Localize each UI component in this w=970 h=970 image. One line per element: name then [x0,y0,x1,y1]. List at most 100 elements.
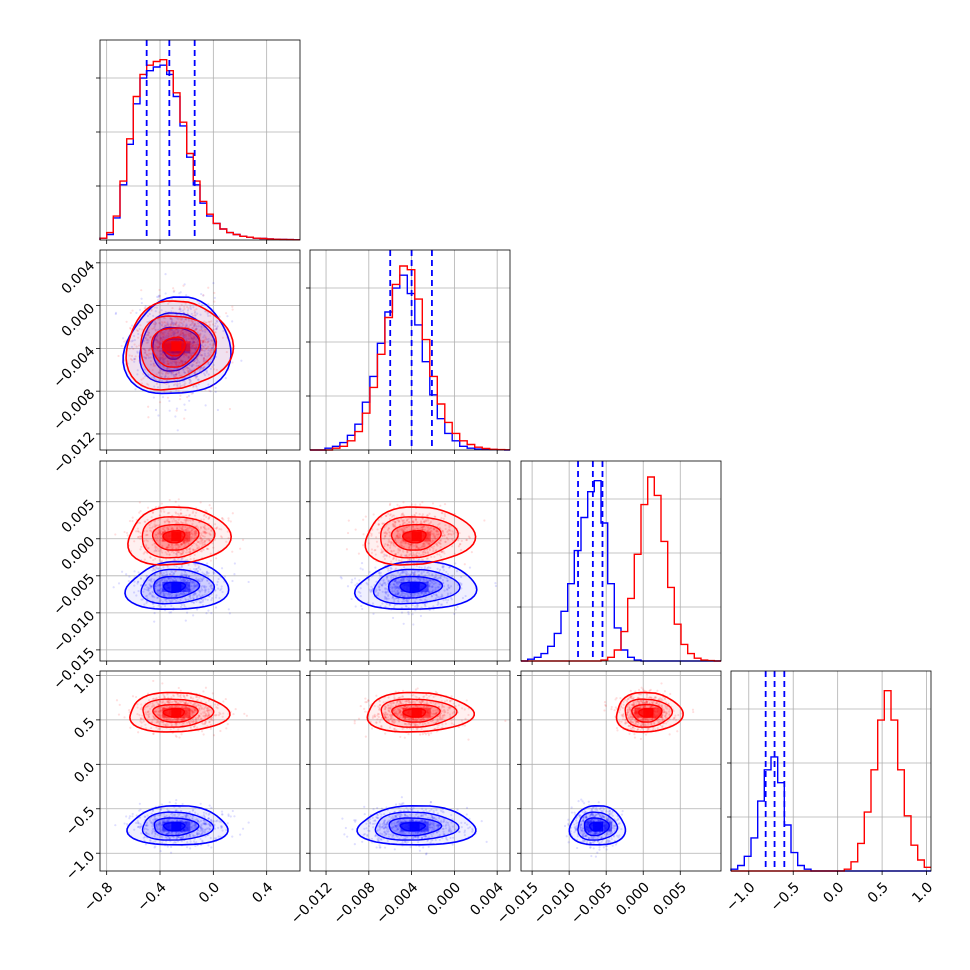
scatter-point [233,815,236,818]
scatter-point [207,575,210,578]
scatter-point [166,573,169,576]
scatter-point [359,567,362,570]
scatter-point [153,385,156,388]
scatter-point [154,549,157,552]
scatter-point [138,359,141,362]
scatter-point [160,342,163,345]
scatter-point [183,353,187,357]
scatter-point [150,309,153,312]
scatter-point [210,507,213,510]
scatter-point [181,557,184,560]
scatter-point [188,594,192,597]
scatter-point [172,368,175,371]
scatter-point [159,571,162,574]
scatter-point [160,323,163,326]
scatter-point [143,588,146,591]
scatter-point [195,327,199,330]
scatter-point [172,551,175,555]
scatter-point [201,594,204,597]
scatter-point [198,589,201,593]
scatter-point [186,396,189,399]
scatter-point [188,338,191,341]
scatter-point [184,570,187,574]
scatter-point [199,549,202,552]
scatter-point [170,317,173,321]
scatter-point [210,584,213,587]
scatter-point [149,359,153,363]
scatter-point [158,401,162,404]
scatter-point [194,348,198,351]
scatter-point [222,329,225,333]
scatter-point [179,291,182,294]
scatter-point [203,334,206,337]
scatter-point [187,367,190,370]
scatter-point [169,333,173,337]
scatter-point [196,570,199,573]
scatter-point [181,329,184,332]
scatter-point [192,360,195,363]
scatter-point [158,589,161,593]
scatter-point [159,584,162,587]
scatter-point [160,349,163,352]
scatter-point [357,552,361,555]
scatter-point [175,552,178,555]
scatter-point [172,322,175,325]
scatter-point [193,359,196,363]
scatter-point [156,338,159,341]
scatter-point [210,612,213,615]
scatter-point [180,574,183,577]
scatter-point [215,327,218,330]
scatter-point [181,522,184,525]
scatter-point [134,388,137,391]
scatter-point [152,605,155,608]
scatter-point [154,546,157,549]
scatter-point [162,566,165,569]
scatter-point [144,843,147,846]
scatter-point [199,580,202,583]
scatter-point [176,372,179,375]
scatter-point [176,331,179,334]
scatter-point [137,580,140,583]
scatter-point [354,528,357,531]
scatter-point [192,557,196,560]
scatter-point [190,392,193,395]
scatter-point [419,614,423,618]
scatter-point [191,548,195,551]
scatter-point [184,521,187,524]
scatter-point [201,339,205,342]
scatter-point [169,361,172,364]
scatter-point [199,601,202,604]
scatter-point [168,599,172,603]
scatter-point [208,503,211,507]
scatter-point [194,344,197,347]
scatter-point [168,520,171,523]
scatter-point [194,338,198,341]
scatter-point [138,521,142,525]
scatter-point [179,591,182,594]
scatter-point [178,306,181,309]
scatter-point [193,586,197,589]
scatter-point [148,312,151,316]
scatter-point [147,587,150,590]
scatter-point [185,333,188,336]
scatter-point [145,588,148,591]
scatter-point [164,357,167,360]
scatter-point [142,347,145,350]
scatter-point [164,325,167,328]
scatter-point [440,562,443,565]
scatter-point [227,368,230,371]
scatter-point [157,340,160,343]
scatter-point [158,349,162,353]
scatter-point [168,593,171,596]
scatter-point [155,581,158,585]
scatter-point [165,334,168,337]
scatter-point [165,600,168,603]
scatter-point [207,538,210,541]
scatter-point [192,340,195,343]
scatter-point [158,531,162,534]
scatter-point [180,603,183,607]
scatter-point [205,571,208,574]
scatter-point [185,366,189,369]
scatter-point [157,580,160,583]
scatter-point [165,380,168,383]
